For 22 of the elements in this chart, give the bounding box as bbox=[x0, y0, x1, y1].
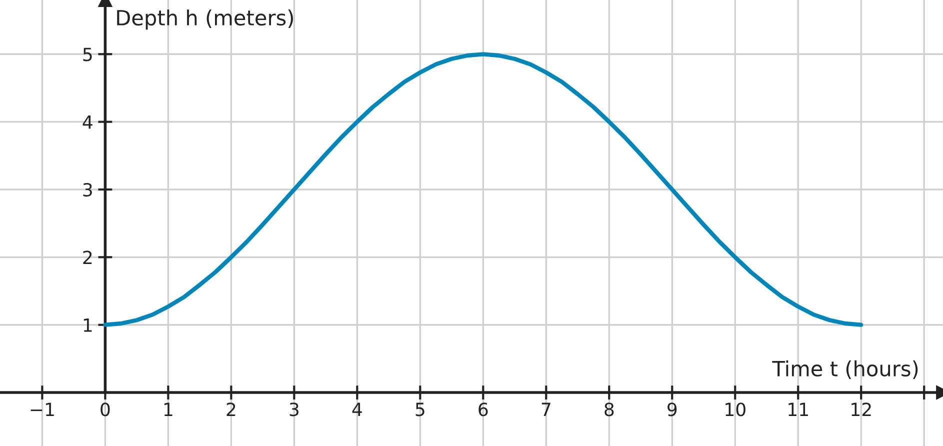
x-tick-label: 9 bbox=[668, 402, 677, 416]
y-tick-label: 3 bbox=[83, 182, 92, 197]
x-tick-label: 7 bbox=[542, 402, 550, 416]
y-tick-label: 1 bbox=[84, 318, 92, 332]
x-tick-label: 0 bbox=[100, 402, 110, 416]
x-tick-label: 3 bbox=[290, 402, 298, 416]
y-tick-label: 5 bbox=[83, 48, 92, 62]
line-series bbox=[103, 52, 864, 327]
x-tick-label: 11 bbox=[788, 402, 808, 416]
x-tick-label: 12 bbox=[852, 402, 871, 416]
x-tick-label: 4 bbox=[352, 402, 362, 416]
x-tick-label: −1 bbox=[30, 402, 54, 416]
x-tick-label: 1 bbox=[164, 402, 172, 416]
x-axis-title: Time t (hours) bbox=[772, 360, 918, 379]
x-tick-label: 2 bbox=[226, 402, 236, 416]
y-tick-label: 4 bbox=[82, 116, 92, 129]
x-tick-label: 6 bbox=[478, 402, 488, 416]
x-tick-label: 10 bbox=[726, 402, 746, 416]
x-tick-label: 5 bbox=[416, 402, 424, 416]
x-tick-label: 8 bbox=[604, 402, 614, 416]
y-tick-label: 2 bbox=[83, 250, 92, 264]
y-axis-title: Depth h (meters) bbox=[117, 9, 293, 30]
